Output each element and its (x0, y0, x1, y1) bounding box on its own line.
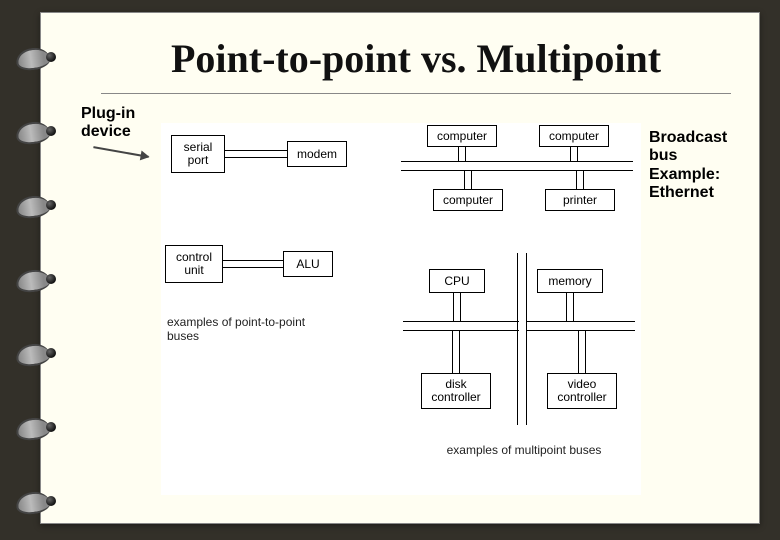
box-modem: modem (287, 141, 347, 167)
annotation-text: Plug-in (81, 105, 135, 122)
annotation-text: bus (649, 147, 677, 164)
slide-paper: Point-to-point vs. Multipoint Plug-in de… (40, 12, 760, 524)
ring-icon (16, 340, 58, 368)
box-computer-2: computer (539, 125, 609, 147)
ring-icon (16, 118, 58, 146)
ring-icon (16, 192, 58, 220)
annotation-broadcast-bus: Broadcast bus Example: Ethernet (649, 129, 727, 203)
caption-p2p: examples of point-to-point buses (167, 315, 347, 343)
bus-main-vert (517, 253, 527, 425)
box-control-unit: control unit (165, 245, 223, 283)
box-computer-3: computer (433, 189, 503, 211)
annotation-plugin-device: Plug-in device (81, 105, 135, 142)
ring-icon (16, 488, 58, 516)
box-alu: ALU (283, 251, 333, 277)
bus-top (401, 161, 633, 171)
bus-main-right (527, 321, 635, 331)
stub (576, 171, 584, 189)
stub (453, 293, 461, 321)
annotation-text: Ethernet (649, 184, 714, 201)
stub (566, 293, 574, 321)
annotation-text: Broadcast (649, 129, 727, 146)
box-memory: memory (537, 269, 603, 293)
diagram-area: serial port modem control unit ALU examp… (161, 123, 641, 495)
stub (458, 147, 466, 161)
annotation-text: device (81, 123, 131, 140)
bus-p2p-upper (225, 150, 287, 158)
spiral-binding (16, 44, 58, 516)
slide-title: Point-to-point vs. Multipoint (101, 35, 731, 82)
stub (452, 331, 460, 373)
stub (578, 331, 586, 373)
box-computer-1: computer (427, 125, 497, 147)
box-video-controller: video controller (547, 373, 617, 409)
box-cpu: CPU (429, 269, 485, 293)
bus-p2p-lower (223, 260, 283, 268)
arrow-left (93, 146, 148, 158)
annotation-text: Example: (649, 166, 720, 183)
stub (464, 171, 472, 189)
title-rule (101, 93, 731, 94)
caption-multipoint: examples of multipoint buses (419, 443, 629, 457)
bus-main-left (403, 321, 519, 331)
ring-icon (16, 266, 58, 294)
box-printer: printer (545, 189, 615, 211)
box-disk-controller: disk controller (421, 373, 491, 409)
ring-icon (16, 414, 58, 442)
ring-icon (16, 44, 58, 72)
stub (570, 147, 578, 161)
box-serial-port: serial port (171, 135, 225, 173)
